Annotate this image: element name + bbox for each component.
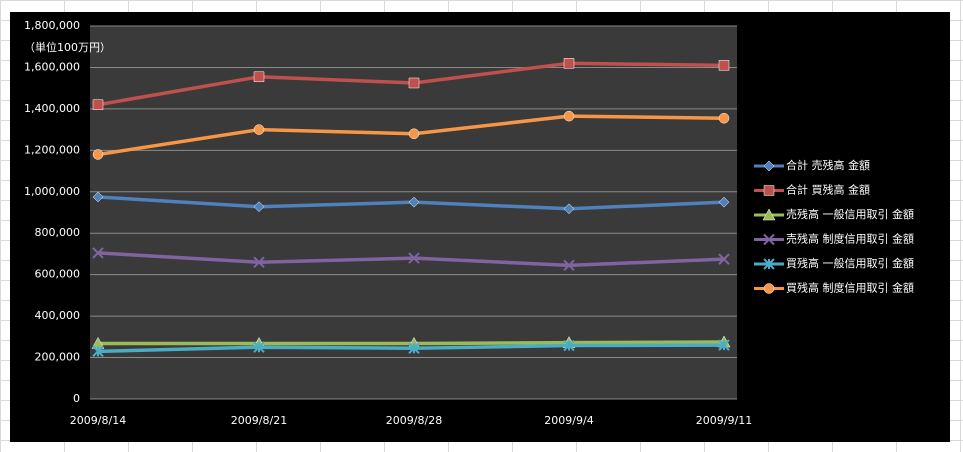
legend-label: 合計 売残高 金額	[786, 158, 870, 172]
marker	[718, 60, 730, 71]
marker	[92, 345, 104, 358]
marker	[408, 342, 420, 354]
marker	[718, 196, 730, 208]
marker	[563, 110, 575, 122]
annotation: （単位100万円）	[24, 40, 111, 54]
legend-marker	[763, 233, 775, 246]
marker	[253, 124, 265, 135]
marker	[408, 196, 420, 208]
x-tick-label: 2009/9/4	[544, 414, 593, 427]
legend-label: 買残高 一般信用取引 金額	[786, 256, 914, 270]
marker	[563, 259, 575, 272]
legend-marker	[762, 208, 776, 221]
marker	[718, 253, 730, 265]
marker	[253, 201, 265, 213]
legend-label: 売残高 一般信用取引 金額	[786, 207, 914, 221]
marker	[253, 71, 265, 83]
y-tick-label: 1,400,000	[24, 102, 80, 115]
y-tick-label: 0	[73, 392, 80, 405]
y-tick-label: 1,200,000	[24, 143, 80, 156]
legend-label: 合計 買残高 金額	[786, 183, 870, 197]
x-tick-label: 2009/8/14	[70, 414, 126, 427]
marker	[92, 247, 104, 259]
marker	[408, 77, 420, 89]
legend-marker	[763, 258, 775, 270]
marker	[92, 191, 104, 203]
marker	[253, 256, 265, 268]
marker	[408, 252, 420, 264]
marker	[718, 112, 730, 124]
marker	[718, 339, 730, 351]
marker	[563, 203, 575, 215]
y-tick-label: 800,000	[35, 226, 81, 239]
marker	[92, 99, 104, 110]
marker	[92, 149, 104, 160]
x-tick-label: 2009/9/11	[696, 414, 752, 427]
legend-marker	[763, 283, 775, 294]
legend-label: 買残高 制度信用取引 金額	[786, 281, 914, 295]
x-tick-label: 2009/8/28	[386, 414, 442, 427]
y-tick-label: 600,000	[35, 268, 81, 281]
y-tick-label: 200,000	[35, 351, 81, 364]
legend-marker	[763, 160, 775, 172]
x-tick-label: 2009/8/21	[231, 414, 287, 427]
y-tick-label: 400,000	[35, 309, 81, 322]
marker	[253, 341, 265, 353]
y-tick-label: 1,000,000	[24, 185, 80, 198]
legend-label: 売残高 制度信用取引 金額	[786, 232, 914, 246]
marker	[563, 58, 575, 69]
y-tick-label: 1,600,000	[24, 60, 80, 73]
y-tick-label: 1,800,000	[24, 19, 80, 32]
marker	[408, 128, 420, 140]
legend-marker	[763, 185, 775, 196]
marker	[563, 339, 575, 352]
